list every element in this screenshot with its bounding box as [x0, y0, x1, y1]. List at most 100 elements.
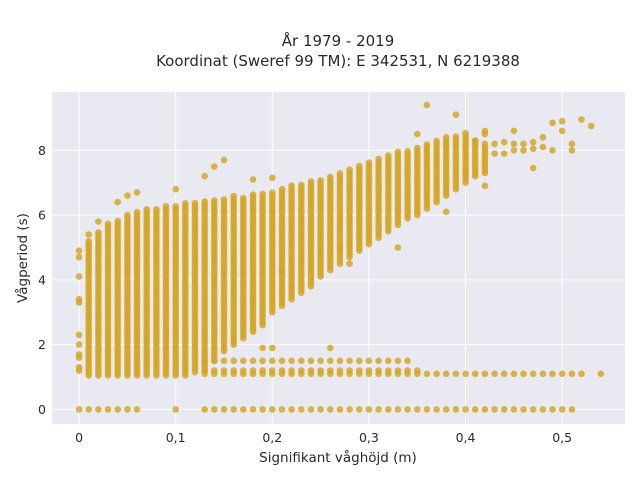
- data-point: [75, 273, 83, 280]
- data-point: [104, 220, 112, 228]
- data-point: [230, 406, 237, 413]
- data-point: [539, 134, 547, 141]
- data-point: [201, 406, 208, 413]
- data-point: [433, 370, 440, 378]
- data-point: [385, 406, 392, 413]
- data-point: [307, 357, 315, 365]
- data-point: [124, 406, 131, 413]
- data-point: [481, 127, 489, 135]
- data-point: [95, 229, 102, 236]
- data-point: [356, 406, 363, 413]
- data-point: [510, 370, 518, 378]
- data-point: [75, 247, 83, 254]
- data-point: [230, 192, 237, 200]
- data-point: [365, 406, 373, 413]
- data-point: [278, 357, 286, 365]
- data-point: [75, 341, 83, 348]
- data-point: [462, 129, 469, 137]
- data-point: [307, 367, 315, 374]
- data-point: [356, 367, 363, 374]
- data-point: [346, 406, 353, 413]
- data-point: [404, 367, 411, 374]
- data-point: [346, 357, 353, 365]
- data-point: [510, 140, 518, 148]
- data-point: [269, 367, 276, 374]
- data-point: [462, 169, 469, 177]
- data-point: [385, 367, 392, 374]
- data-point: [462, 370, 469, 378]
- data-point: [220, 357, 228, 365]
- data-point: [143, 206, 150, 213]
- data-point: [471, 406, 479, 413]
- data-point: [298, 181, 305, 189]
- data-point: [298, 406, 305, 413]
- x-tick-label: 0,3: [359, 430, 379, 445]
- data-point: [568, 147, 576, 154]
- data-point: [211, 163, 218, 170]
- data-point: [442, 370, 450, 378]
- data-point: [375, 406, 382, 413]
- data-point: [491, 406, 498, 413]
- data-point: [510, 147, 518, 154]
- x-tick-label: 0,1: [166, 430, 186, 445]
- y-tick-label: 2: [38, 337, 46, 352]
- data-point: [220, 406, 228, 413]
- data-point: [491, 140, 498, 148]
- data-point: [317, 177, 324, 184]
- data-point: [162, 203, 170, 210]
- data-point: [442, 208, 450, 216]
- data-point: [317, 367, 324, 374]
- data-point: [278, 185, 286, 193]
- data-point: [336, 357, 344, 365]
- data-point: [269, 357, 276, 365]
- data-point: [558, 127, 566, 135]
- x-tick-label: 0,4: [456, 430, 476, 445]
- data-point: [201, 172, 208, 180]
- y-axis-ticks: 0 2 4 6 8: [38, 143, 46, 417]
- data-point: [336, 170, 344, 177]
- data-point: [220, 196, 228, 203]
- data-point: [182, 200, 189, 207]
- data-point: [346, 166, 353, 173]
- data-point: [327, 367, 334, 374]
- data-point: [317, 357, 324, 365]
- data-point: [172, 203, 179, 210]
- data-point: [452, 133, 460, 140]
- data-point: [462, 406, 469, 413]
- data-point: [471, 137, 479, 144]
- data-point: [95, 406, 102, 413]
- x-axis-title: Signifikant våghöjd (m): [259, 449, 417, 466]
- x-tick-label: 0,5: [552, 430, 572, 445]
- data-point: [327, 406, 334, 413]
- data-point: [307, 178, 315, 185]
- data-point: [414, 130, 421, 138]
- data-point: [191, 199, 199, 207]
- data-point: [375, 367, 382, 374]
- x-axis-ticks: 0 0,1 0,2 0,3 0,4 0,5: [75, 430, 572, 445]
- data-point: [452, 406, 460, 413]
- data-point: [587, 122, 595, 130]
- data-point: [336, 367, 344, 374]
- data-point: [423, 141, 431, 148]
- data-point: [259, 406, 266, 413]
- data-point: [278, 367, 286, 374]
- data-point: [230, 357, 237, 365]
- chart-title: År 1979 - 2019: [282, 31, 395, 50]
- data-point: [269, 174, 276, 182]
- data-point: [568, 406, 576, 413]
- data-point: [172, 185, 179, 193]
- data-point: [452, 370, 460, 378]
- data-point: [240, 194, 247, 202]
- data-points: [75, 101, 605, 413]
- data-point: [568, 370, 576, 378]
- data-point: [423, 101, 431, 109]
- data-point: [423, 370, 431, 378]
- data-point: [240, 357, 247, 365]
- data-point: [269, 406, 276, 413]
- x-tick-label: 0,2: [262, 430, 282, 445]
- data-point: [259, 190, 266, 198]
- data-point: [75, 367, 83, 374]
- data-point: [288, 357, 295, 365]
- data-point: [491, 370, 498, 378]
